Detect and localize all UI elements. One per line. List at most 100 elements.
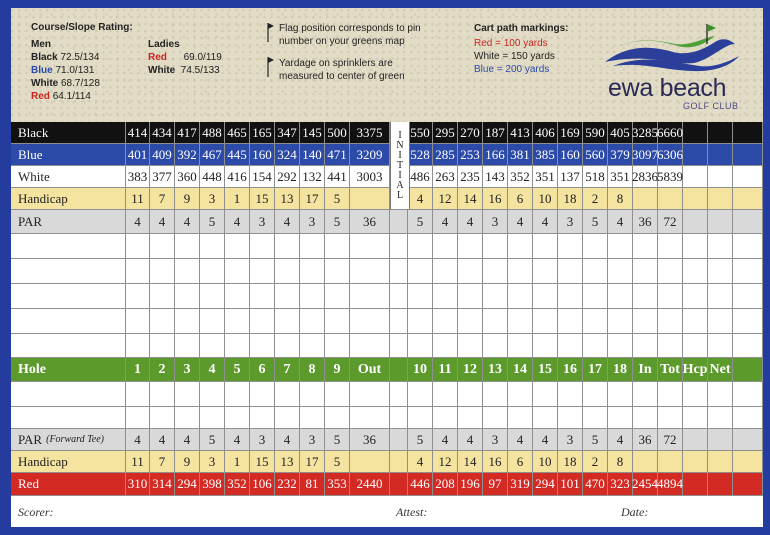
back-cell[interactable] xyxy=(408,284,433,308)
front-cell[interactable] xyxy=(325,234,350,258)
back-cell[interactable] xyxy=(558,334,583,357)
back-cell[interactable] xyxy=(658,309,683,333)
back-cell[interactable] xyxy=(558,259,583,283)
back-cell[interactable] xyxy=(708,382,733,406)
back-cell[interactable] xyxy=(683,234,708,258)
back-cell[interactable] xyxy=(508,407,533,428)
front-cell[interactable] xyxy=(350,259,390,283)
back-cell[interactable] xyxy=(733,407,763,428)
back-cell[interactable] xyxy=(583,407,608,428)
back-cell[interactable] xyxy=(408,234,433,258)
back-cell[interactable] xyxy=(608,407,633,428)
back-cell[interactable] xyxy=(483,382,508,406)
back-cell[interactable] xyxy=(658,234,683,258)
front-cell[interactable] xyxy=(325,382,350,406)
back-cell[interactable] xyxy=(683,382,708,406)
front-cell[interactable] xyxy=(300,234,325,258)
back-cell[interactable] xyxy=(633,407,658,428)
back-cell[interactable] xyxy=(533,234,558,258)
back-cell[interactable] xyxy=(483,234,508,258)
back-cell[interactable] xyxy=(708,234,733,258)
back-cell[interactable] xyxy=(458,382,483,406)
front-cell[interactable] xyxy=(300,259,325,283)
initial-cell[interactable] xyxy=(390,309,408,333)
back-cell[interactable] xyxy=(508,334,533,357)
back-cell[interactable] xyxy=(583,334,608,357)
back-cell[interactable] xyxy=(408,407,433,428)
front-cell[interactable] xyxy=(350,284,390,308)
initial-cell[interactable] xyxy=(390,334,408,357)
back-cell[interactable] xyxy=(608,284,633,308)
back-cell[interactable] xyxy=(658,382,683,406)
back-cell[interactable] xyxy=(433,309,458,333)
back-cell[interactable] xyxy=(683,334,708,357)
initial-cell[interactable] xyxy=(390,382,408,406)
front-cell[interactable] xyxy=(126,334,150,357)
back-cell[interactable] xyxy=(633,382,658,406)
back-cell[interactable] xyxy=(658,259,683,283)
back-cell[interactable] xyxy=(608,259,633,283)
front-cell[interactable] xyxy=(150,234,175,258)
front-cell[interactable] xyxy=(250,382,275,406)
back-cell[interactable] xyxy=(733,309,763,333)
back-cell[interactable] xyxy=(683,309,708,333)
front-cell[interactable] xyxy=(200,382,225,406)
front-cell[interactable] xyxy=(300,382,325,406)
back-cell[interactable] xyxy=(733,259,763,283)
back-cell[interactable] xyxy=(708,334,733,357)
back-cell[interactable] xyxy=(633,309,658,333)
front-cell[interactable] xyxy=(200,284,225,308)
front-cell[interactable] xyxy=(275,407,300,428)
back-cell[interactable] xyxy=(583,284,608,308)
front-cell[interactable] xyxy=(200,234,225,258)
back-cell[interactable] xyxy=(408,382,433,406)
front-cell[interactable] xyxy=(300,309,325,333)
front-cell[interactable] xyxy=(300,407,325,428)
front-cell[interactable] xyxy=(350,234,390,258)
front-cell[interactable] xyxy=(250,259,275,283)
back-cell[interactable] xyxy=(483,309,508,333)
front-cell[interactable] xyxy=(126,259,150,283)
back-cell[interactable] xyxy=(583,382,608,406)
back-cell[interactable] xyxy=(708,259,733,283)
front-cell[interactable] xyxy=(325,334,350,357)
back-cell[interactable] xyxy=(433,407,458,428)
front-cell[interactable] xyxy=(150,334,175,357)
front-cell[interactable] xyxy=(126,234,150,258)
back-cell[interactable] xyxy=(733,234,763,258)
front-cell[interactable] xyxy=(175,284,200,308)
back-cell[interactable] xyxy=(608,382,633,406)
front-cell[interactable] xyxy=(225,259,250,283)
front-cell[interactable] xyxy=(150,309,175,333)
back-cell[interactable] xyxy=(533,259,558,283)
back-cell[interactable] xyxy=(458,284,483,308)
front-cell[interactable] xyxy=(275,259,300,283)
front-cell[interactable] xyxy=(275,382,300,406)
front-cell[interactable] xyxy=(175,309,200,333)
back-cell[interactable] xyxy=(608,334,633,357)
back-cell[interactable] xyxy=(633,259,658,283)
front-cell[interactable] xyxy=(150,259,175,283)
front-cell[interactable] xyxy=(225,334,250,357)
front-cell[interactable] xyxy=(275,284,300,308)
back-cell[interactable] xyxy=(583,309,608,333)
front-cell[interactable] xyxy=(175,382,200,406)
front-cell[interactable] xyxy=(200,407,225,428)
front-cell[interactable] xyxy=(350,382,390,406)
back-cell[interactable] xyxy=(558,382,583,406)
front-cell[interactable] xyxy=(325,407,350,428)
front-cell[interactable] xyxy=(150,284,175,308)
back-cell[interactable] xyxy=(458,259,483,283)
back-cell[interactable] xyxy=(608,309,633,333)
front-cell[interactable] xyxy=(300,284,325,308)
back-cell[interactable] xyxy=(458,334,483,357)
back-cell[interactable] xyxy=(633,284,658,308)
back-cell[interactable] xyxy=(658,407,683,428)
front-cell[interactable] xyxy=(275,234,300,258)
back-cell[interactable] xyxy=(708,407,733,428)
back-cell[interactable] xyxy=(733,334,763,357)
back-cell[interactable] xyxy=(433,382,458,406)
back-cell[interactable] xyxy=(683,284,708,308)
front-cell[interactable] xyxy=(175,407,200,428)
back-cell[interactable] xyxy=(433,234,458,258)
